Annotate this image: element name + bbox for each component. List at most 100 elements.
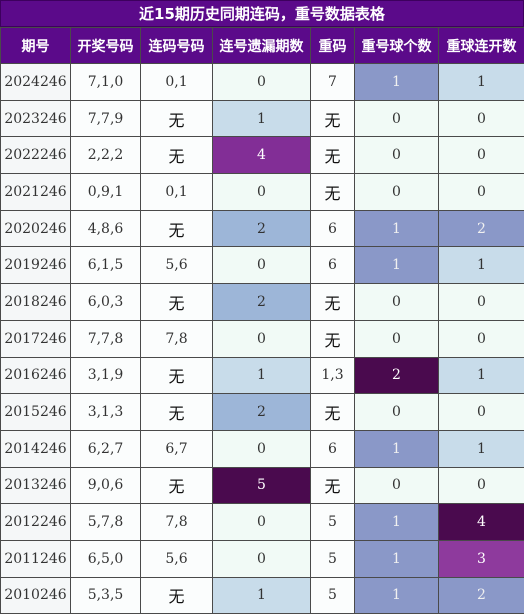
cell-consecutive: 无 — [141, 210, 213, 247]
cell-issue: 2014246 — [1, 430, 71, 467]
cell-consecutive: 无 — [141, 284, 213, 321]
cell-numbers: 3,1,9 — [71, 357, 141, 394]
cell-consecutive: 6,7 — [141, 430, 213, 467]
cell-numbers: 3,1,3 — [71, 394, 141, 431]
cell-repeat-count: 1 — [355, 210, 439, 247]
cell-repeat: 无 — [311, 137, 355, 174]
cell-repeat: 7 — [311, 64, 355, 101]
cell-issue: 2020246 — [1, 210, 71, 247]
cell-repeat-streak: 0 — [439, 394, 524, 431]
cell-repeat-streak: 0 — [439, 137, 524, 174]
cell-repeat: 无 — [311, 467, 355, 504]
cell-repeat: 无 — [311, 284, 355, 321]
cell-repeat-streak: 0 — [439, 467, 524, 504]
cell-repeat-count: 1 — [355, 504, 439, 541]
stats-table: 期号 开奖号码 连码号码 连号遗漏期数 重码 重号球个数 重球连开数 20242… — [0, 27, 524, 614]
cell-repeat-count: 0 — [355, 137, 439, 174]
cell-repeat: 无 — [311, 394, 355, 431]
cell-repeat-streak: 0 — [439, 320, 524, 357]
cell-miss: 2 — [213, 394, 311, 431]
cell-numbers: 6,2,7 — [71, 430, 141, 467]
cell-numbers: 9,0,6 — [71, 467, 141, 504]
cell-issue: 2021246 — [1, 174, 71, 211]
cell-issue: 2023246 — [1, 100, 71, 137]
cell-issue: 2015246 — [1, 394, 71, 431]
cell-repeat-count: 0 — [355, 174, 439, 211]
cell-miss: 2 — [213, 210, 311, 247]
cell-repeat: 5 — [311, 577, 355, 614]
cell-numbers: 7,7,9 — [71, 100, 141, 137]
cell-repeat-count: 1 — [355, 64, 439, 101]
cell-consecutive: 无 — [141, 137, 213, 174]
cell-repeat-count: 0 — [355, 394, 439, 431]
header-numbers: 开奖号码 — [71, 28, 141, 64]
cell-issue: 2016246 — [1, 357, 71, 394]
cell-miss: 0 — [213, 540, 311, 577]
cell-miss: 0 — [213, 247, 311, 284]
cell-repeat-streak: 2 — [439, 577, 524, 614]
cell-repeat: 6 — [311, 210, 355, 247]
cell-repeat-count: 1 — [355, 247, 439, 284]
header-row: 期号 开奖号码 连码号码 连号遗漏期数 重码 重号球个数 重球连开数 — [1, 28, 524, 64]
cell-issue: 2024246 — [1, 64, 71, 101]
cell-numbers: 4,8,6 — [71, 210, 141, 247]
cell-issue: 2017246 — [1, 320, 71, 357]
cell-miss: 0 — [213, 320, 311, 357]
cell-repeat-count: 1 — [355, 430, 439, 467]
cell-miss: 0 — [213, 504, 311, 541]
cell-miss: 0 — [213, 174, 311, 211]
cell-consecutive: 无 — [141, 394, 213, 431]
cell-consecutive: 无 — [141, 357, 213, 394]
cell-repeat-count: 1 — [355, 577, 439, 614]
cell-issue: 2022246 — [1, 137, 71, 174]
header-consecutive: 连码号码 — [141, 28, 213, 64]
cell-issue: 2013246 — [1, 467, 71, 504]
cell-repeat-streak: 0 — [439, 100, 524, 137]
cell-issue: 2019246 — [1, 247, 71, 284]
cell-numbers: 5,3,5 — [71, 577, 141, 614]
cell-miss: 0 — [213, 64, 311, 101]
cell-repeat-streak: 3 — [439, 540, 524, 577]
cell-repeat: 5 — [311, 540, 355, 577]
cell-repeat-streak: 1 — [439, 430, 524, 467]
cell-issue: 2010246 — [1, 577, 71, 614]
cell-repeat-count: 0 — [355, 100, 439, 137]
header-repeat-streak: 重球连开数 — [439, 28, 524, 64]
data-table-container: 近15期历史同期连码，重号数据表格 期号 开奖号码 连码号码 连号遗漏期数 重码… — [0, 0, 524, 597]
header-miss: 连号遗漏期数 — [213, 28, 311, 64]
cell-repeat-count: 0 — [355, 320, 439, 357]
cell-numbers: 7,1,0 — [71, 64, 141, 101]
cell-repeat-count: 1 — [355, 540, 439, 577]
cell-issue: 2012246 — [1, 504, 71, 541]
header-repeat-count: 重号球个数 — [355, 28, 439, 64]
cell-consecutive: 无 — [141, 467, 213, 504]
cell-issue: 2011246 — [1, 540, 71, 577]
cell-consecutive: 7,8 — [141, 320, 213, 357]
cell-numbers: 2,2,2 — [71, 137, 141, 174]
cell-consecutive: 无 — [141, 577, 213, 614]
cell-repeat: 6 — [311, 430, 355, 467]
cell-miss: 5 — [213, 467, 311, 504]
cell-miss: 1 — [213, 100, 311, 137]
cell-repeat-count: 0 — [355, 467, 439, 504]
cell-repeat: 5 — [311, 504, 355, 541]
cell-miss: 1 — [213, 577, 311, 614]
cell-numbers: 6,1,5 — [71, 247, 141, 284]
cell-repeat: 1,3 — [311, 357, 355, 394]
cell-repeat: 无 — [311, 174, 355, 211]
cell-repeat-count: 0 — [355, 284, 439, 321]
header-issue: 期号 — [1, 28, 71, 64]
cell-numbers: 5,7,8 — [71, 504, 141, 541]
cell-repeat-streak: 0 — [439, 284, 524, 321]
cell-miss: 4 — [213, 137, 311, 174]
table-title: 近15期历史同期连码，重号数据表格 — [0, 0, 524, 27]
